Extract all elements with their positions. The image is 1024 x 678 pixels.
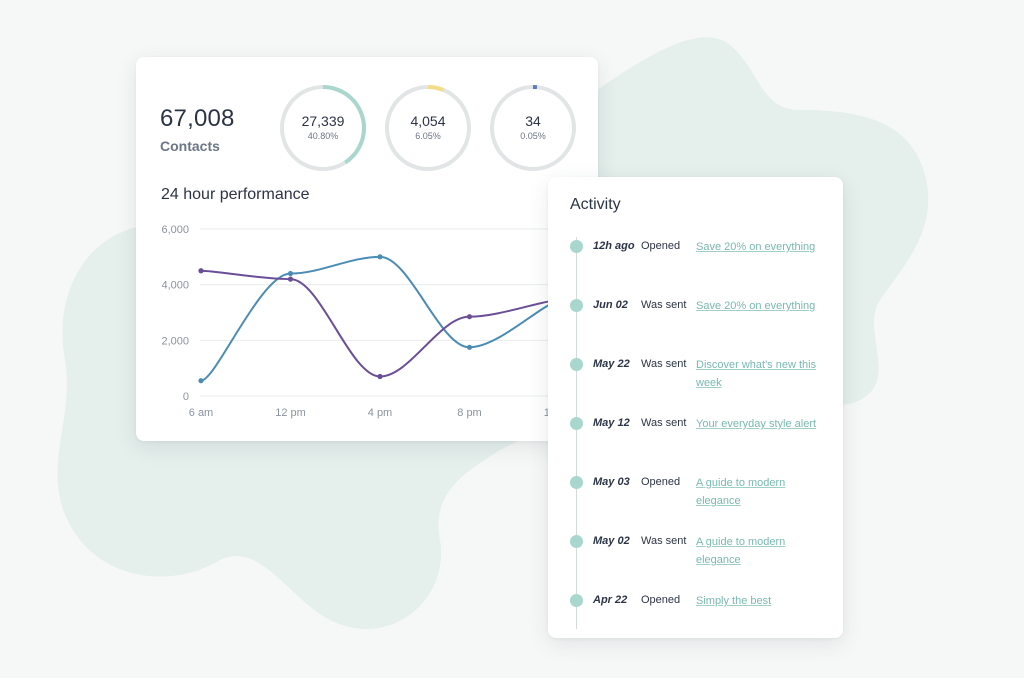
ring-progress-3 xyxy=(490,85,576,171)
series-line xyxy=(200,255,560,382)
ring-percent-1: 40.80% xyxy=(307,131,339,141)
campaign-link[interactable]: A guide to modern elegance xyxy=(696,477,786,507)
activity-item: May 02 Was sent A guide to modern elegance xyxy=(548,533,843,583)
activity-item: Jun 02 Was sent Save 20% on everything xyxy=(548,297,843,347)
timeline-dot-icon xyxy=(570,476,583,489)
data-point xyxy=(287,276,294,282)
contacts-count: 67,008 xyxy=(160,105,235,132)
activity-date: Jun 02 xyxy=(593,299,628,311)
activity-item: May 12 Was sent Your everyday style alert xyxy=(548,415,843,465)
chart-title: 24 hour performance xyxy=(161,186,310,203)
activity-item: May 03 Opened A guide to modern elegance xyxy=(548,474,843,524)
activity-action: Was sent xyxy=(641,358,687,370)
data-point xyxy=(466,344,473,350)
ring-value-1: 27,339 xyxy=(301,113,345,129)
activity-item: May 22 Was sent Discover what's new this w… xyxy=(548,356,843,406)
data-point xyxy=(198,268,204,274)
campaign-link[interactable]: Save 20% on everything xyxy=(696,300,816,312)
timeline-line xyxy=(576,237,577,629)
campaign-link[interactable]: Simply the best xyxy=(696,595,772,607)
ring-percent-2: 6.05% xyxy=(415,131,441,141)
data-point xyxy=(377,373,383,380)
x-tick-label: 6 am xyxy=(189,407,213,419)
campaign-link[interactable]: A guide to modern elegance xyxy=(696,536,786,566)
activity-date: May 03 xyxy=(593,476,630,488)
x-tick-label: 12 pm xyxy=(275,407,306,419)
activity-action: Was sent xyxy=(641,417,687,429)
ring-progress-1 xyxy=(280,85,366,171)
ring-percent-3: 0.05% xyxy=(520,131,546,141)
stats-card: 67,008 Contacts 27,339 40.80% 4,054 6.05… xyxy=(136,57,598,441)
data-point xyxy=(198,378,204,384)
timeline-dot-icon xyxy=(570,535,583,548)
y-tick-label: 2,000 xyxy=(161,335,189,347)
data-point xyxy=(377,254,383,260)
activity-item: Apr 22 Opened Simply the best xyxy=(548,592,843,642)
x-tick-label: 4 pm xyxy=(368,407,392,419)
campaign-link[interactable]: Save 20% on everything xyxy=(696,241,816,253)
activity-date: May 12 xyxy=(593,417,630,429)
activity-title: Activity xyxy=(570,196,621,213)
activity-action: Was sent xyxy=(641,535,687,547)
y-tick-label: 6,000 xyxy=(161,224,189,236)
timeline-dot-icon xyxy=(570,417,583,430)
activity-action: Opened xyxy=(641,240,681,252)
contacts-label: Contacts xyxy=(160,138,220,154)
timeline-dot-icon xyxy=(570,299,583,312)
timeline-dot-icon xyxy=(570,594,583,607)
ring-stat-3: 34 0.05% xyxy=(488,83,578,173)
activity-action: Opened xyxy=(641,476,681,488)
ring-value-2: 4,054 xyxy=(410,113,446,129)
data-point xyxy=(287,270,294,277)
x-tick-label: 8 pm xyxy=(457,407,481,419)
activity-card: Activity 12h ago Opened Save 20% on everyt… xyxy=(548,177,843,638)
activity-item: 12h ago Opened Save 20% on everything xyxy=(548,238,843,288)
campaign-link[interactable]: Your everyday style alert xyxy=(696,418,817,430)
timeline-dot-icon xyxy=(570,240,583,253)
campaign-link[interactable]: Discover what's new this week xyxy=(696,359,817,389)
activity-date: Apr 22 xyxy=(593,594,628,606)
ring-value-3: 34 xyxy=(525,113,541,129)
ring-stat-2: 4,054 6.05% xyxy=(383,83,473,173)
y-tick-label: 4,000 xyxy=(161,280,189,292)
activity-date: May 22 xyxy=(593,358,630,370)
activity-action: Opened xyxy=(641,594,681,606)
y-tick-label: 0 xyxy=(183,391,189,403)
activity-date: May 02 xyxy=(593,535,630,547)
data-point xyxy=(466,314,473,320)
ring-stat-1: 27,339 40.80% xyxy=(278,83,368,173)
series-line xyxy=(200,269,560,378)
timeline-dot-icon xyxy=(570,358,583,371)
ring-progress-2 xyxy=(385,85,471,171)
activity-action: Was sent xyxy=(641,299,687,311)
activity-date: 12h ago xyxy=(593,240,635,252)
